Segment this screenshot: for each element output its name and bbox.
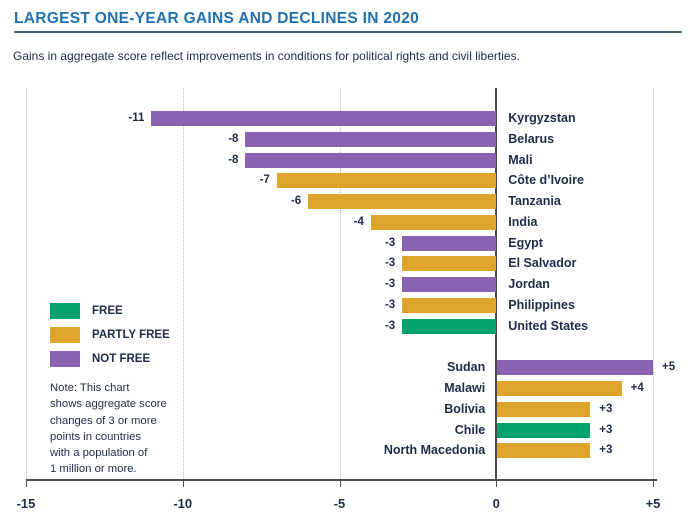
bar [497,360,653,375]
bar-value-label: -3 [384,237,396,249]
gridline [339,88,341,479]
plot-area: -15 -10 -5 0 +5 -11 Kyrgyzstan -8 Belarus -8 Mali -… [17,88,675,511]
bar-value-label: +3 [599,403,613,415]
chart-note: Note: This chart shows aggregate score c… [50,382,167,476]
bar-value-label: +4 [630,382,644,394]
bar-value-label: -3 [384,299,396,311]
country-label: Belarus [508,132,555,146]
country-label: Tanzania [508,194,561,208]
legend-swatch-not_free [50,351,80,367]
country-label: North Macedonia [383,443,486,457]
bar-value-label: -3 [384,257,396,269]
bar-value-label: -8 [228,133,239,145]
country-label: Sudan [447,360,486,374]
chart-title: LARGEST ONE-YEAR GAINS AND DECLINES IN 2… [14,10,420,27]
legend-label: NOT FREE [92,353,151,365]
legend-swatch-partly_free [50,327,80,343]
legend: FREE PARTLY FREE NOT FREE [50,303,170,375]
bar [402,236,497,251]
bar-value-label: -4 [353,216,364,228]
axis-tick-label: -5 [333,496,346,511]
axis-tick-label: -15 [16,496,36,511]
country-label: Bolivia [444,402,486,416]
bar-value-label: -11 [128,112,145,124]
country-label: Philippines [508,298,575,312]
country-label: Egypt [508,236,543,250]
country-label: Côte d’Ivoire [508,173,584,187]
axis-tick [26,481,27,487]
bar-value-label: +3 [599,424,613,436]
country-label: United States [508,319,589,333]
axis-tick [182,481,184,487]
bar-value-label: -8 [228,154,239,166]
bar [276,173,497,188]
bar [245,153,497,168]
legend-item: PARTLY FREE [50,327,170,343]
bar [402,319,497,334]
country-label: El Salvador [508,256,577,270]
country-label: Jordan [508,277,550,291]
zero-baseline [495,88,498,479]
bar [497,381,622,396]
country-label: Kyrgyzstan [508,111,576,125]
bar-value-label: +5 [662,361,676,373]
axis-tick [653,481,654,487]
legend-item: FREE [50,303,170,319]
gridline [26,88,27,479]
axis-tick [339,481,341,487]
bar [402,256,497,271]
legend-item: NOT FREE [50,351,170,367]
bar [245,132,497,147]
bar [370,215,497,230]
country-label: Chile [454,423,486,437]
bar [402,277,497,292]
title-rule [14,31,682,33]
gridline [182,88,184,479]
country-label: India [508,215,538,229]
axis-tick-label: 0 [492,496,500,511]
bar [151,111,497,126]
bar-value-label: -6 [290,195,302,207]
bar-value-label: -3 [384,320,396,332]
bar [497,423,591,438]
bar [402,298,497,313]
bar [308,194,497,209]
legend-label: PARTLY FREE [92,329,170,341]
chart-subtitle: Gains in aggregate score reflect improve… [13,49,520,63]
bar-value-label: -7 [259,174,270,186]
bar-value-label: +3 [599,444,613,456]
axis-tick-label: +5 [645,496,661,511]
bar-value-label: -3 [384,278,396,290]
axis-tick [496,481,498,487]
legend-label: FREE [92,305,123,317]
bar [497,402,591,417]
gridline [653,88,654,479]
bar [497,443,591,458]
country-label: Mali [508,153,533,167]
axis-tick-label: -10 [173,496,193,511]
legend-swatch-free [50,303,80,319]
country-label: Malawi [444,381,486,395]
